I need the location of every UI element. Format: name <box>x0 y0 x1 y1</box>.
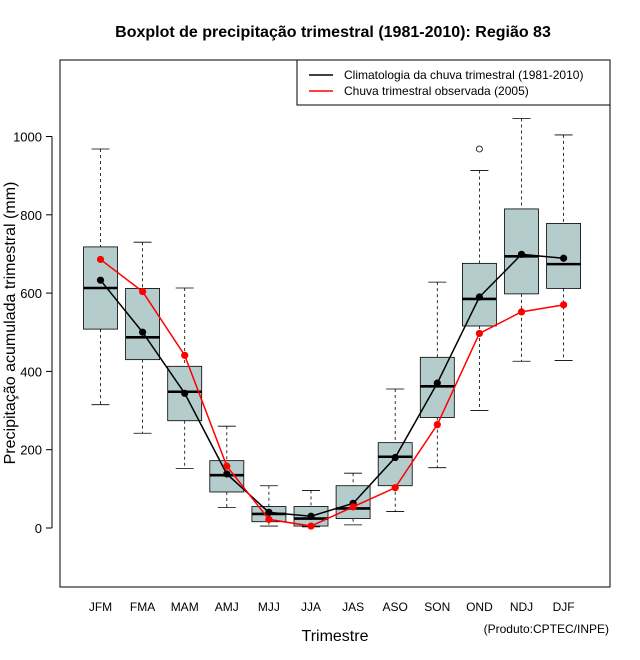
series-point <box>475 293 483 301</box>
series-observed <box>96 255 568 530</box>
series-point <box>433 379 441 387</box>
box-iqr <box>377 442 413 487</box>
x-tick-label: DJF <box>553 600 575 614</box>
x-tick-label: AMJ <box>215 600 239 614</box>
y-tick-label: 800 <box>20 208 42 223</box>
x-tick-label: JFM <box>89 600 112 614</box>
x-axis: JFM FMA MAM AMJ MJJ JJA JAS ASO SON OND NDJ DJF <box>89 600 575 614</box>
legend-box <box>296 59 611 106</box>
box-djf <box>546 134 581 361</box>
box-ond <box>461 145 497 411</box>
y-tick-label: 400 <box>20 364 42 379</box>
series-point <box>560 301 568 309</box>
y-axis-title: Precipitação acumulada trimestral (mm) <box>2 182 19 465</box>
series-point <box>349 503 357 511</box>
series-point <box>265 515 273 523</box>
box-fma <box>125 241 160 434</box>
series-point <box>391 453 399 462</box>
series-point <box>265 508 273 516</box>
series-point <box>139 328 147 336</box>
series-point <box>181 351 189 359</box>
series-point <box>433 421 441 429</box>
series-point <box>517 250 526 258</box>
credit-label: (Produto:CPTEC/INPE) <box>484 622 609 636</box>
series-point <box>139 287 147 296</box>
series-line <box>99 253 564 518</box>
series-point <box>96 276 105 284</box>
series-point <box>307 522 315 530</box>
series-point <box>181 389 189 397</box>
x-tick-label: JAS <box>342 600 364 614</box>
series-point <box>391 484 399 492</box>
x-tick-label: FMA <box>130 600 155 614</box>
y-tick-label: 0 <box>35 521 42 536</box>
x-tick-label: MJJ <box>258 600 280 614</box>
boxes-group <box>83 118 581 528</box>
series-point <box>560 254 568 262</box>
series-point <box>307 512 315 520</box>
chart-title: Boxplot de precipitação trimestral (1981… <box>115 24 551 41</box>
series-line <box>100 258 564 527</box>
box-jas <box>335 472 371 526</box>
y-tick-label: 200 <box>20 443 42 458</box>
x-tick-label: SON <box>424 600 450 614</box>
box-son <box>419 281 455 469</box>
box-aso <box>377 388 413 512</box>
box-mam <box>167 287 203 469</box>
series-point <box>475 329 483 338</box>
x-tick-label: NDJ <box>510 600 533 614</box>
x-tick-label: ASO <box>383 600 408 614</box>
y-tick-label: 1000 <box>13 130 42 145</box>
legend: Climatologia da chuva trimestral (1981-2… <box>296 59 611 106</box>
y-tick-label: 600 <box>20 286 42 301</box>
series-point <box>223 462 231 470</box>
series-point <box>517 308 526 316</box>
x-tick-label: JJA <box>301 600 321 614</box>
x-axis-title: Trimestre <box>302 628 369 645</box>
box-ndj <box>504 118 539 362</box>
series-point <box>96 255 105 264</box>
x-tick-label: MAM <box>171 600 199 614</box>
series-lines-group <box>96 250 568 530</box>
series-point <box>223 470 231 478</box>
legend-label-observed: Chuva trimestral observada (2005) <box>344 84 529 98</box>
x-tick-label: OND <box>466 600 493 614</box>
y-axis: 0 200 400 600 800 1000 <box>13 130 53 536</box>
series-climatology <box>96 250 568 520</box>
legend-label-climatology: Climatologia da chuva trimestral (1981-2… <box>344 68 583 82</box>
outlier-point <box>475 145 483 153</box>
